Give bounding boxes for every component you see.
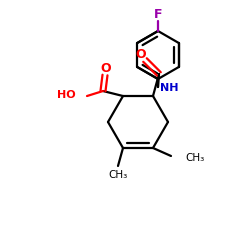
Text: F: F: [154, 8, 162, 22]
Text: O: O: [101, 62, 111, 74]
Text: HO: HO: [58, 90, 76, 100]
Text: O: O: [136, 48, 146, 60]
Text: NH: NH: [160, 83, 178, 93]
Text: CH₃: CH₃: [185, 153, 204, 163]
Text: CH₃: CH₃: [108, 170, 128, 180]
